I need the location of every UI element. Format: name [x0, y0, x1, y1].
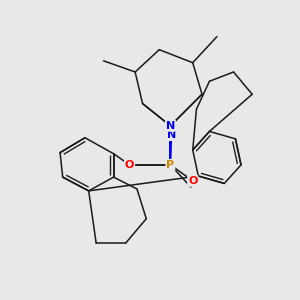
- Text: O: O: [188, 176, 197, 186]
- Text: N: N: [166, 121, 175, 131]
- Text: N: N: [167, 130, 176, 140]
- Text: O: O: [125, 160, 134, 170]
- Text: P: P: [167, 160, 175, 170]
